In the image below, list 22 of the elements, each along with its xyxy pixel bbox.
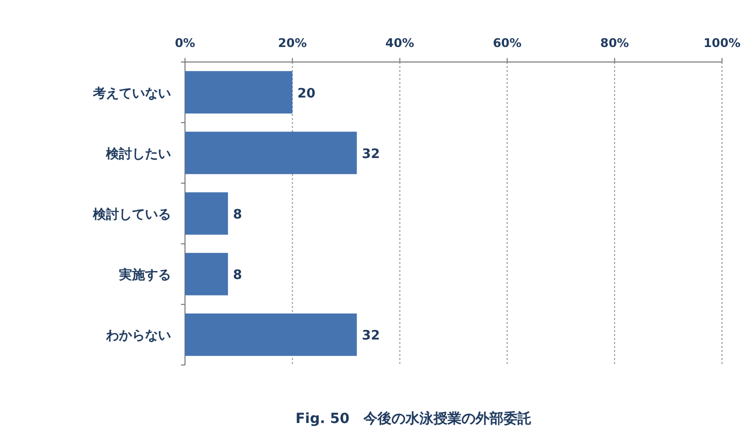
- y-tick-label: 考えていない: [92, 86, 171, 102]
- y-tick-label: 実施する: [118, 267, 171, 284]
- bar: [185, 71, 292, 114]
- x-tick-label: 20%: [278, 36, 307, 50]
- y-tick-label: 検討している: [92, 206, 171, 222]
- data-label: 20: [297, 86, 316, 102]
- y-tick-label: 検討したい: [105, 146, 171, 162]
- bar: [185, 252, 228, 296]
- x-tick-label: 40%: [385, 36, 414, 50]
- x-tick-label: 0%: [174, 36, 196, 50]
- data-label: 8: [232, 268, 242, 284]
- x-tick-label: 80%: [600, 36, 629, 50]
- data-label: 32: [362, 146, 380, 162]
- data-label: 8: [232, 208, 242, 222]
- y-tick-label: わからない: [105, 328, 171, 344]
- x-tick-label: 100%: [703, 36, 741, 50]
- x-tick-label: 60%: [492, 36, 522, 50]
- data-label: 32: [362, 328, 380, 344]
- bar: [185, 313, 357, 356]
- bar: [185, 132, 357, 174]
- text: Fig. 50 今後の水泳授業の外部委託: [295, 410, 532, 427]
- bar: [185, 192, 228, 235]
